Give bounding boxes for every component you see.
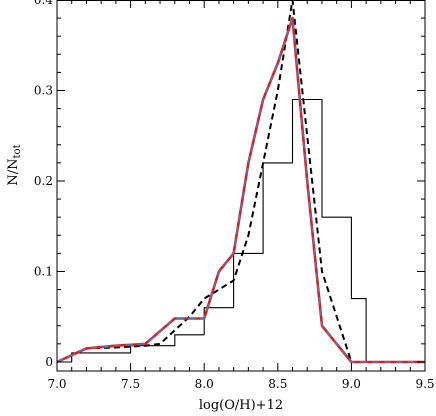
y-axis-label: N/Ntot	[6, 144, 23, 185]
y-tick-label: 0.3	[34, 83, 53, 97]
x-axis-label: log(O/H)+12	[199, 398, 283, 413]
x-tick-label: 9.0	[342, 377, 361, 391]
series-line-4	[56, 17, 425, 363]
y-tick-label: 0.1	[34, 264, 53, 278]
y-axis-label-main: N/N	[6, 158, 21, 185]
series-line-3	[56, 16, 425, 364]
series-line-1	[57, 98, 425, 363]
series-line-2	[56, 0, 425, 363]
series-layer	[56, 0, 425, 364]
y-axis-label-subscript: tot	[12, 144, 23, 158]
x-tick-label: 7.5	[121, 377, 140, 391]
y-tick-label: 0.2	[34, 174, 53, 188]
ticks-layer: 7.0 7.5 8.0 8.5 9.0 9.5 0 0.1 0.2 0.3 0.4	[34, 0, 435, 391]
y-tick-label: 0	[45, 355, 53, 369]
x-tick-label: 8.0	[195, 377, 214, 391]
x-tick-label: 9.5	[415, 377, 434, 391]
y-tick-label: 0.4	[34, 0, 53, 7]
x-tick-label: 8.5	[268, 377, 287, 391]
plot-frame	[56, 0, 426, 372]
x-tick-label: 7.0	[47, 377, 66, 391]
